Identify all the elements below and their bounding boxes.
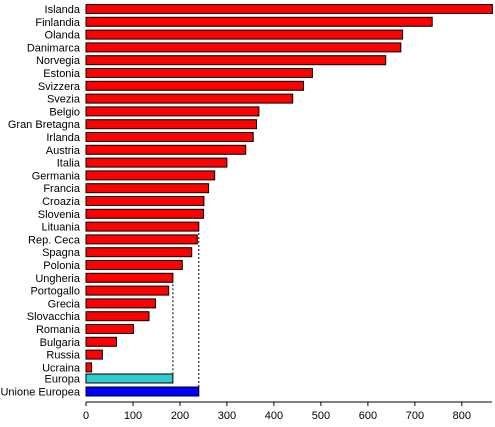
category-label-austria: Austria bbox=[46, 145, 81, 157]
category-label-islanda: Islanda bbox=[45, 4, 81, 16]
bars-group bbox=[85, 4, 493, 397]
category-label-bulgaria: Bulgaria bbox=[40, 337, 81, 349]
bar-polonia bbox=[85, 260, 183, 270]
x-tick-label: 800 bbox=[453, 410, 471, 422]
bar-rep-ceca bbox=[85, 234, 198, 245]
x-tick-label: 600 bbox=[359, 410, 377, 422]
category-label-europa: Europa bbox=[45, 374, 81, 386]
category-label-irlanda: Irlanda bbox=[46, 132, 81, 144]
category-label-italia: Italia bbox=[57, 158, 81, 170]
category-label-russia: Russia bbox=[46, 350, 81, 362]
x-tick-label: 100 bbox=[124, 410, 142, 422]
bar-slovacchia bbox=[85, 311, 150, 322]
category-label-gran-bretagna: Gran Bretagna bbox=[8, 119, 81, 131]
category-label-croazia: Croazia bbox=[42, 196, 81, 208]
category-label-finlandia: Finlandia bbox=[35, 17, 81, 29]
category-label-slovenia: Slovenia bbox=[38, 209, 81, 221]
bar-slovenia bbox=[85, 208, 204, 219]
bar-austria bbox=[85, 144, 247, 155]
bar-estonia bbox=[85, 68, 313, 78]
category-label-norvegia: Norvegia bbox=[36, 55, 81, 67]
category-label-estonia: Estonia bbox=[43, 68, 81, 80]
category-label-grecia: Grecia bbox=[48, 298, 81, 310]
bar-bulgaria bbox=[85, 336, 117, 347]
category-label-polonia: Polonia bbox=[43, 260, 81, 272]
bar-lituania bbox=[85, 221, 200, 232]
category-label-olanda: Olanda bbox=[45, 30, 81, 42]
category-label-ungheria: Ungheria bbox=[35, 273, 81, 285]
bar-ucraina bbox=[85, 362, 93, 373]
bar-svizzera bbox=[85, 80, 304, 91]
category-label-portogallo: Portogallo bbox=[30, 286, 80, 298]
x-tick-label: 200 bbox=[171, 410, 189, 422]
bar-finlandia bbox=[85, 16, 433, 27]
bar-portogallo bbox=[85, 285, 170, 296]
bar-grecia bbox=[85, 298, 156, 309]
category-label-danimarca: Danimarca bbox=[27, 42, 81, 54]
bar-francia bbox=[85, 183, 210, 194]
category-label-svizzera: Svizzera bbox=[38, 81, 81, 93]
x-tick-label: 700 bbox=[406, 410, 424, 422]
category-label-lituania: Lituania bbox=[41, 222, 80, 234]
bar-spagna bbox=[85, 247, 193, 258]
bar-croazia bbox=[85, 196, 205, 206]
bar-germania bbox=[85, 170, 216, 181]
bar-romania bbox=[85, 324, 134, 334]
category-label-ucraina: Ucraina bbox=[42, 362, 81, 374]
bar-unione-europea bbox=[85, 386, 200, 397]
bar-svezia bbox=[85, 93, 294, 104]
category-labels: IslandaFinlandiaOlandaDanimarcaNorvegiaE… bbox=[0, 4, 80, 399]
x-tick-label: 400 bbox=[265, 410, 283, 422]
bar-olanda bbox=[85, 29, 404, 40]
x-axis-ticks: 0 100 200 300 400 500 600 700 800 bbox=[83, 402, 471, 422]
bar-italia bbox=[85, 157, 228, 168]
bar-belgio bbox=[85, 106, 260, 117]
x-tick-label: 500 bbox=[312, 410, 330, 422]
reference-lines bbox=[172, 233, 200, 387]
bar-ungheria bbox=[85, 272, 174, 283]
category-label-unione-europea: Unione Europea bbox=[0, 387, 80, 399]
x-tick-label: 0 bbox=[83, 410, 89, 422]
bar-irlanda bbox=[85, 132, 254, 142]
category-label-rep-ceca: Rep. Ceca bbox=[28, 234, 81, 246]
bar-islanda bbox=[85, 4, 493, 14]
bar-danimarca bbox=[85, 42, 402, 53]
category-label-slovacchia: Slovacchia bbox=[27, 311, 81, 323]
category-label-romania: Romania bbox=[36, 324, 81, 336]
bar-norvegia bbox=[85, 55, 387, 66]
bar-russia bbox=[85, 349, 103, 360]
bar-europa bbox=[85, 373, 174, 384]
x-tick-label: 300 bbox=[218, 410, 236, 422]
category-label-svezia: Svezia bbox=[47, 94, 81, 106]
bar-gran-bretagna bbox=[85, 119, 257, 130]
category-label-spagna: Spagna bbox=[42, 247, 81, 259]
category-label-germania: Germania bbox=[32, 170, 81, 182]
category-label-belgio: Belgio bbox=[49, 106, 80, 118]
category-label-francia: Francia bbox=[43, 183, 81, 195]
